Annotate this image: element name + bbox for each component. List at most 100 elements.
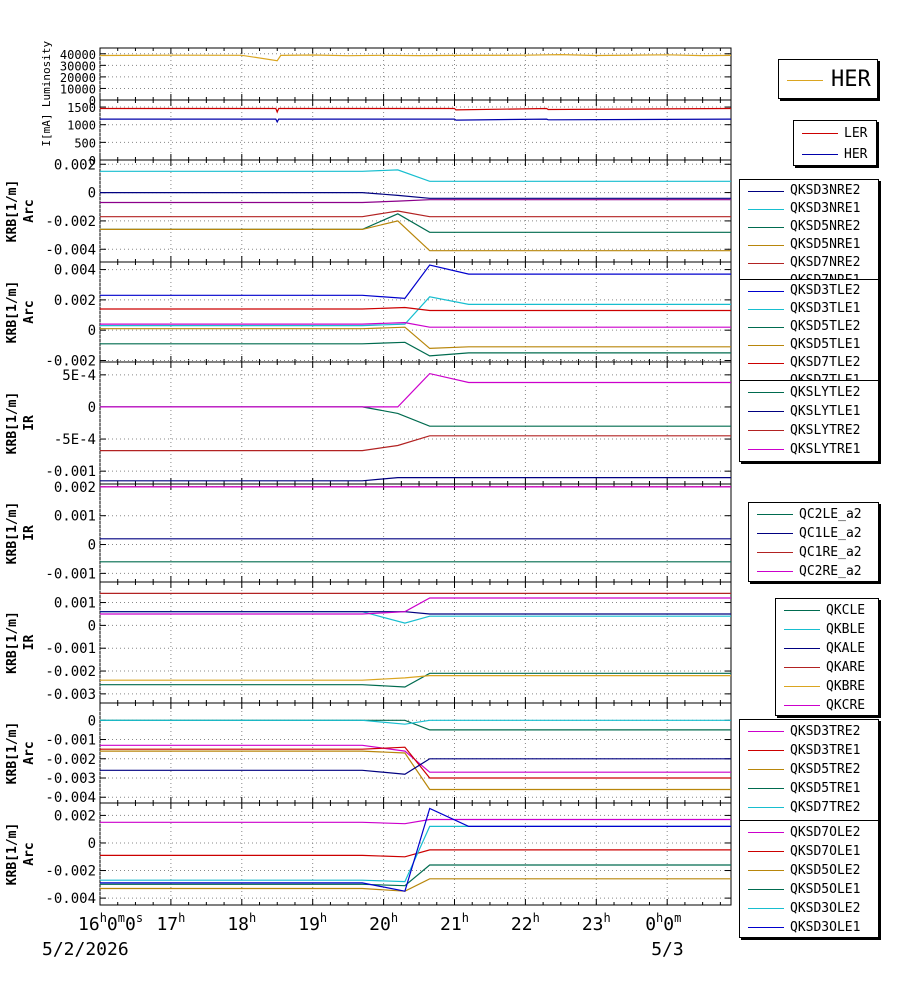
y-tick-label: 20000 [60, 71, 96, 85]
y-tick-label: 0.002 [54, 480, 96, 496]
legend-item: QKALE [776, 639, 878, 658]
legend-swatch [748, 245, 784, 246]
legend-swatch [748, 769, 784, 770]
legend-label: QKSD7TLE2 [790, 355, 861, 370]
legend-label: QKSD7NRE2 [790, 255, 861, 270]
legend-label: QKSD3OLE1 [790, 920, 861, 935]
y-tick-label: 0 [88, 323, 96, 339]
y-tick-label: 0 [89, 154, 96, 168]
legend-item: QKSD5OLE1 [740, 880, 878, 899]
series-line-QKSD3NRE2 [100, 192, 731, 199]
legend-item: QKBRE [776, 677, 878, 696]
y-tick-label: -0.004 [45, 790, 96, 806]
legend-swatch [748, 807, 784, 808]
legend-label: HER [844, 147, 868, 162]
y-tick-label: 1500 [67, 101, 96, 115]
legend-item: QKSLYTRE1 [740, 440, 878, 459]
y-tick-label: -0.002 [45, 664, 96, 680]
legend-swatch [748, 788, 784, 789]
legend-label: QKCLE [826, 603, 866, 618]
legend-item: QKSLYTLE2 [740, 383, 878, 402]
legend-item: QKSD7TLE2 [740, 354, 878, 372]
legend-label: QKSD3TRE2 [790, 724, 861, 739]
legend-swatch [748, 327, 784, 328]
legend-swatch [748, 449, 784, 450]
y-axis-label: Arc [22, 300, 37, 323]
legend-swatch [757, 552, 793, 553]
series-line-QKSD7NRE1 [100, 199, 731, 204]
series-line-QKSD3OLE1 [100, 807, 731, 892]
y-tick-label: -0.002 [45, 864, 96, 880]
series-line-QKSD5TLE1 [100, 326, 731, 350]
legend-item: QKSD3OLE2 [740, 899, 878, 918]
panel-8: 0 -0.001 -0.002 -0.003 -0.004 KRB[1/m] Arc [5, 702, 732, 806]
legend-item: QKSD3TRE1 [740, 741, 878, 760]
x-tick-label: 21h [440, 911, 469, 935]
x-tick-label: 20h [369, 911, 398, 935]
legend-swatch [748, 227, 784, 228]
legend-swatch [748, 309, 784, 310]
legend-item: QKARE [776, 658, 878, 677]
panel-6: 0.002 0.001 0 -0.001 KRB[1/m] IR [5, 480, 732, 583]
legend-label: LER [844, 126, 868, 141]
x-tick-label: 17h [156, 911, 185, 935]
series-line-HER [99, 53, 732, 62]
legend-swatch [757, 514, 793, 515]
legend-item: QKSD7OLE1 [740, 842, 878, 861]
series-line-LER [100, 107, 732, 114]
series-line-HER [100, 118, 732, 124]
panel-2: 1500 1000 500 0 I[mA] [40, 99, 732, 168]
series-line-QKSD5NRE1 [100, 220, 731, 252]
panel-frame [99, 802, 732, 906]
series-line-QKSD7TLE2 [100, 306, 731, 312]
x-axis: 16h0m0s 17h 18h 19h 20h 21h 22h 23h 0h0m 5/2/2026… [42, 911, 684, 960]
legend-swatch [784, 686, 820, 687]
legend-item: QKSD5TLE1 [740, 336, 878, 354]
y-axis-label: KRB[1/m] [5, 502, 20, 565]
legend-label: QKSD3TLE2 [790, 283, 861, 298]
legend-label: QKSD3OLE2 [790, 901, 861, 916]
panel-4: 0.004 0.002 0 -0.002 KRB[1/m] Arc [5, 261, 732, 369]
y-tick-label: -0.002 [45, 214, 96, 230]
legend-label: QKCRE [826, 698, 866, 713]
legend-swatch [802, 154, 838, 155]
legend-item: QKSD5TRE2 [740, 760, 878, 779]
series-line-QKBRE [100, 674, 731, 681]
panel-frame [99, 702, 732, 804]
legend-swatch [748, 851, 784, 852]
y-tick-label: 0.001 [54, 596, 96, 612]
legend-item: QKSD5TLE2 [740, 318, 878, 336]
legend-swatch [748, 191, 784, 192]
legend-label: QKBLE [826, 622, 866, 637]
y-tick-label: 0.002 [54, 293, 96, 309]
series-line-QKSD3TRE1 [100, 746, 731, 779]
legend-item: QKSD3TRE2 [740, 722, 878, 741]
legend-swatch [757, 571, 793, 572]
x-tick-label: 19h [298, 911, 327, 935]
legend-label: QKSD5NRE1 [790, 237, 861, 252]
y-axis-label: KRB[1/m] [5, 611, 20, 674]
y-axis-label: KRB[1/m] [5, 722, 20, 785]
series-line-QKSD7TLE1 [100, 321, 731, 328]
legend-swatch [748, 345, 784, 346]
y-tick-label: -0.002 [45, 353, 96, 369]
legend-panel-5: QKSLYTLE2 QKSLYTLE1 QKSLYTRE2 QKSLYTRE1 [739, 380, 879, 462]
legend-item: QKSD3NRE2 [740, 182, 878, 200]
y-tick-label: 1000 [67, 119, 96, 133]
legend-swatch [784, 705, 820, 706]
series-line-QKSD7NRE2 [100, 210, 731, 218]
legend-label: QKBRE [826, 679, 866, 694]
legend-label: QC2RE_a2 [799, 564, 862, 579]
legend-label: QKSD5TRE1 [790, 781, 861, 796]
series-line-QKSD7TRE2 [100, 719, 731, 725]
legend-item: HER [794, 144, 876, 165]
legend-label: QKSLYTRE1 [790, 442, 861, 457]
legend-swatch [748, 392, 784, 393]
legend-swatch [748, 750, 784, 751]
x-tick-label: 0h0m [645, 911, 681, 935]
legend-panel-7: QKCLE QKBLE QKALE QKARE QKBRE QKCRE [775, 598, 879, 716]
y-axis-label: KRB[1/m] [5, 823, 20, 886]
